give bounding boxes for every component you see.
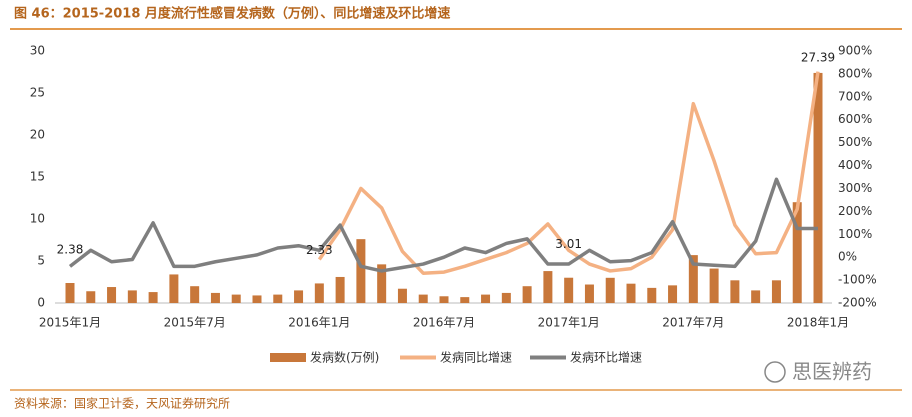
- legend-label: 发病同比增速: [440, 350, 512, 365]
- bar: [210, 292, 220, 303]
- bar: [771, 280, 781, 303]
- bar: [377, 264, 387, 303]
- x-tick-label: 2015年1月: [39, 316, 101, 330]
- y2-tick-label: 600%: [838, 112, 872, 126]
- bar: [709, 268, 719, 303]
- bar: [294, 290, 304, 303]
- bar: [65, 283, 75, 303]
- y-tick-label: 10: [30, 212, 45, 226]
- bar: [356, 239, 366, 303]
- bar: [605, 277, 615, 303]
- bar: [314, 283, 324, 303]
- bar: [397, 288, 407, 303]
- x-tick-label: 2016年7月: [413, 316, 475, 330]
- bar: [501, 292, 511, 303]
- bar: [481, 294, 491, 303]
- y-tick-label: 15: [30, 170, 45, 184]
- bar: [252, 295, 262, 303]
- x-tick-label: 2016年1月: [288, 316, 350, 330]
- bar: [86, 291, 96, 303]
- bar: [688, 255, 698, 303]
- bar: [439, 296, 449, 303]
- y2-tick-label: -200%: [838, 296, 877, 310]
- x-tick-label: 2017年7月: [662, 316, 724, 330]
- bar: [273, 294, 283, 303]
- y2-tick-label: 100%: [838, 227, 872, 241]
- y2-tick-label: 700%: [838, 89, 872, 103]
- bar: [148, 292, 158, 303]
- watermark: 思医辨药: [792, 360, 872, 384]
- y2-tick-label: 0%: [838, 250, 857, 264]
- bar: [751, 290, 761, 303]
- bar: [418, 294, 428, 303]
- legend-label: 发病数(万例): [310, 350, 379, 365]
- bar: [231, 294, 241, 303]
- bar: [107, 287, 117, 303]
- bar: [626, 283, 636, 303]
- bar: [460, 297, 470, 303]
- y2-tick-label: 800%: [838, 66, 872, 80]
- y2-tick-label: 200%: [838, 204, 872, 218]
- bar: [169, 274, 179, 303]
- y-tick-label: 5: [37, 254, 45, 268]
- line: [317, 71, 820, 275]
- x-tick-label: 2017年1月: [538, 316, 600, 330]
- y2-tick-label: 400%: [838, 158, 872, 172]
- y-tick-label: 25: [30, 86, 45, 100]
- bar: [522, 286, 532, 303]
- x-tick-label: 2015年7月: [164, 316, 226, 330]
- bar: [190, 286, 200, 303]
- y2-tick-label: -100%: [838, 273, 877, 287]
- bar: [792, 202, 802, 303]
- bar: [813, 72, 823, 303]
- bar: [668, 285, 678, 303]
- y2-tick-label: 900%: [838, 44, 872, 58]
- bar: [647, 287, 657, 303]
- data-label: 2.38: [57, 243, 84, 257]
- data-label: 27.39: [801, 50, 835, 64]
- data-label: 2.33: [306, 243, 333, 257]
- data-label: 3.01: [555, 237, 582, 251]
- y2-tick-label: 300%: [838, 181, 872, 195]
- watermark-icon: [764, 361, 786, 383]
- source: 资料来源：国家卫计委，天风证券研究所: [14, 396, 230, 411]
- legend-label: 发病环比增速: [570, 350, 642, 365]
- bar: [335, 276, 345, 303]
- bar: [543, 271, 553, 303]
- legend-swatch: [270, 353, 306, 362]
- y-tick-label: 30: [30, 44, 45, 58]
- y-tick-label: 20: [30, 128, 45, 142]
- bar: [564, 277, 574, 303]
- line: [68, 177, 818, 273]
- y-tick-label: 0: [37, 296, 45, 310]
- bar: [730, 280, 740, 303]
- title: 图 46：2015-2018 月度流行性感冒发病数（万例）、同比增速及环比增速: [14, 6, 450, 22]
- x-tick-label: 2018年1月: [787, 316, 849, 330]
- bar: [584, 284, 594, 303]
- bar: [127, 290, 137, 303]
- y2-tick-label: 500%: [838, 135, 872, 149]
